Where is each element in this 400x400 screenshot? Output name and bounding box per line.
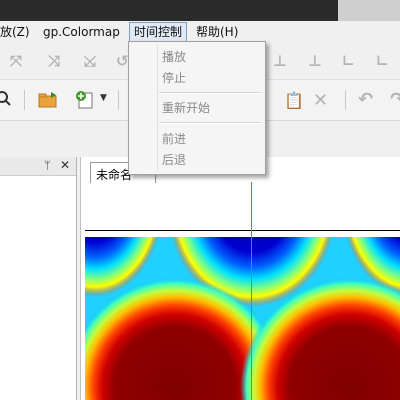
left-panel: ᛘ ✕ xyxy=(0,157,77,400)
time-cursor-line[interactable] xyxy=(251,182,252,400)
redo-icon[interactable]: ↷ xyxy=(390,89,400,110)
close-icon[interactable]: ✕ xyxy=(60,158,71,172)
panel-splitter[interactable] xyxy=(77,157,80,400)
chevron-down-icon[interactable]: ▼ xyxy=(100,93,107,103)
new-document-icon[interactable] xyxy=(75,90,95,110)
time-control-dropdown: 播放 停止 重新开始 前进 后退 xyxy=(128,41,266,175)
menu-item-stop[interactable]: 停止 xyxy=(162,71,187,85)
menu-item-restart[interactable]: 重新开始 xyxy=(162,101,211,115)
window-controls[interactable] xyxy=(338,0,400,21)
menu-time-control[interactable]: 时间控制 xyxy=(129,22,188,42)
menu-item-back[interactable]: 后退 xyxy=(162,153,187,167)
rotate-y-icon[interactable]: ⤨ xyxy=(48,52,61,70)
menu-help[interactable]: 帮助(H) xyxy=(196,25,239,39)
undo-icon[interactable]: ↶ xyxy=(358,89,374,110)
reset-view-icon[interactable]: ↺ xyxy=(116,52,129,70)
menu-colormap[interactable]: gp.Colormap xyxy=(43,25,120,39)
rotate-x-icon[interactable]: ⤧ xyxy=(10,52,23,70)
window-titlebar xyxy=(0,0,400,21)
menu-bar: 播放(Z) gp.Colormap 时间控制 帮助(H) xyxy=(0,21,400,43)
menu-separator xyxy=(159,92,261,94)
menu-item-play[interactable]: 播放 xyxy=(162,50,187,64)
paste-icon[interactable]: 📋 xyxy=(284,91,304,110)
menu-play[interactable]: 播放(Z) xyxy=(0,25,30,39)
axis-add-y-icon[interactable]: ⊥ xyxy=(308,52,322,70)
zoom-icon[interactable] xyxy=(0,91,12,107)
colormap-high-region xyxy=(85,277,285,400)
axis-sub-x-icon[interactable]: ∟ xyxy=(342,52,355,70)
menu-gutter xyxy=(157,44,158,172)
plot-top-border xyxy=(85,230,400,231)
toolbar-separator xyxy=(24,90,25,110)
document-tab-label: 未命名 xyxy=(96,168,133,182)
toolbar-separator xyxy=(118,90,119,110)
axis-sub-y-icon[interactable]: ∟ xyxy=(376,52,389,70)
colormap-low-region xyxy=(345,237,400,296)
pin-icon[interactable]: ᛘ xyxy=(44,159,51,172)
colormap-high-region xyxy=(240,277,400,400)
menu-item-forward[interactable]: 前进 xyxy=(162,132,187,146)
left-panel-header: ᛘ ✕ xyxy=(0,157,76,176)
axis-add-x-icon[interactable]: ⊥ xyxy=(273,52,287,70)
toolbar-separator xyxy=(345,90,346,110)
menu-separator xyxy=(159,122,261,124)
delete-icon[interactable]: ✕ xyxy=(313,90,329,111)
open-folder-icon[interactable] xyxy=(38,91,58,109)
rotate-z-icon[interactable]: ⤩ xyxy=(84,52,97,70)
colormap-low-region xyxy=(85,237,160,297)
colormap-plot[interactable] xyxy=(85,237,400,400)
